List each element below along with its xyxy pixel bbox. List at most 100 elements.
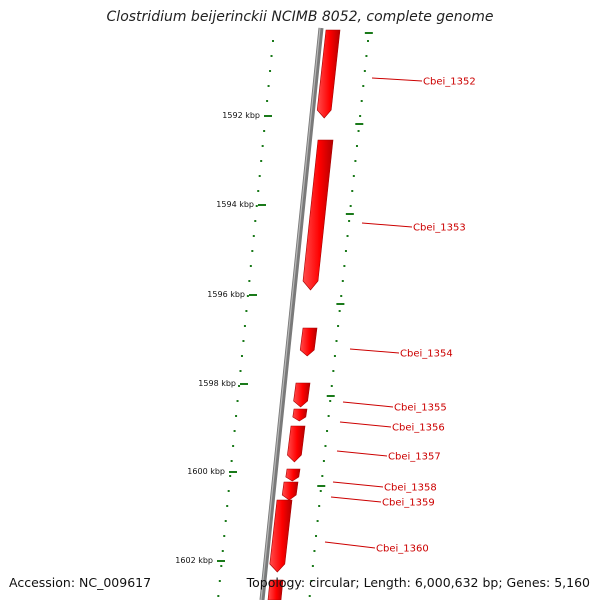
outer-dot bbox=[337, 325, 340, 327]
outer-dot bbox=[359, 115, 362, 117]
leader-line bbox=[361, 222, 413, 228]
inner-dot bbox=[232, 445, 235, 447]
outer-dot bbox=[335, 340, 338, 342]
outer-dot bbox=[340, 295, 343, 297]
gene-label[interactable]: Cbei_1359 bbox=[382, 498, 435, 509]
gene-arrow bbox=[292, 408, 308, 422]
gene-arrow bbox=[285, 468, 301, 482]
inner-dot bbox=[266, 100, 269, 102]
outer-dot bbox=[351, 190, 354, 192]
outer-dot bbox=[311, 565, 314, 567]
gene-arrow bbox=[316, 29, 341, 119]
kbp-label: 1592 kbp bbox=[222, 111, 260, 120]
inner-dot bbox=[249, 265, 252, 267]
inner-dot bbox=[220, 565, 223, 567]
outer-dot bbox=[354, 160, 357, 162]
outer-dot bbox=[326, 430, 329, 432]
inner-dot bbox=[245, 310, 248, 312]
outer-dot bbox=[360, 100, 363, 102]
gene-arrow bbox=[267, 579, 284, 600]
outer-dot bbox=[313, 550, 316, 552]
outer-dot bbox=[367, 40, 369, 42]
inner-dot bbox=[224, 520, 227, 522]
kbp-label: 1594 kbp bbox=[216, 200, 254, 209]
gene-label[interactable]: Cbei_1360 bbox=[376, 544, 429, 555]
gene-label[interactable]: Cbei_1356 bbox=[392, 423, 445, 434]
inner-dot bbox=[254, 220, 257, 222]
inner-dot bbox=[243, 325, 246, 327]
inner-dot bbox=[261, 145, 264, 147]
backbone-highlight bbox=[260, 27, 321, 600]
inner-dot bbox=[223, 535, 226, 537]
outer-dot bbox=[362, 85, 365, 87]
kbp-label: 1600 kbp bbox=[187, 467, 225, 476]
map-title: Clostridium beijerinckii NCIMB 8052, com… bbox=[106, 9, 494, 25]
outer-dot bbox=[341, 280, 344, 282]
outer-dot bbox=[319, 490, 322, 492]
leader-line bbox=[339, 421, 392, 428]
outer-dot bbox=[308, 595, 311, 597]
kbp-label: 1602 kbp bbox=[175, 556, 213, 565]
outer-major-tick bbox=[326, 395, 335, 397]
inner-dot bbox=[269, 70, 272, 72]
inner-dot bbox=[252, 235, 255, 237]
inner-dot bbox=[267, 85, 270, 87]
inner-dot bbox=[221, 550, 224, 552]
kbp-scale: 1592 kbp 1594 kbp 1596 kbp 1598 kbp 1600 kbp… bbox=[175, 111, 272, 565]
inner-dot bbox=[227, 490, 230, 492]
outer-major-tick bbox=[345, 213, 354, 215]
outer-dot bbox=[355, 145, 358, 147]
inner-dot bbox=[238, 385, 241, 387]
inner-dot bbox=[217, 595, 220, 597]
inner-dot bbox=[255, 205, 258, 207]
gene-labels: Cbei_1352 Cbei_1353 Cbei_1354 Cbei_1355 Cbei… bbox=[324, 77, 476, 555]
inner-dot bbox=[229, 475, 232, 477]
kbp-tick bbox=[217, 560, 225, 562]
leader-line bbox=[324, 541, 376, 549]
genome-backbone bbox=[259, 27, 324, 600]
outer-dot bbox=[332, 370, 335, 372]
outer-major-tick bbox=[355, 123, 364, 125]
kbp-label: 1596 kbp bbox=[207, 290, 245, 299]
outer-dot bbox=[363, 70, 366, 72]
outer-dot bbox=[316, 520, 319, 522]
kbp-tick bbox=[249, 294, 257, 296]
outer-dot bbox=[357, 130, 360, 132]
inner-dot bbox=[263, 130, 266, 132]
gene-label[interactable]: Cbei_1357 bbox=[388, 452, 441, 463]
outer-major-tick bbox=[317, 485, 326, 487]
gene-label[interactable]: Cbei_1358 bbox=[384, 483, 437, 494]
gene-label[interactable]: Cbei_1355 bbox=[394, 403, 447, 414]
outer-major-tick bbox=[336, 303, 345, 305]
gene-arrow bbox=[269, 499, 293, 573]
inner-dot bbox=[272, 40, 274, 42]
inner-dot bbox=[257, 190, 260, 192]
gene-label[interactable]: Cbei_1354 bbox=[400, 349, 453, 360]
inner-dot bbox=[235, 415, 238, 417]
outer-dot bbox=[338, 310, 341, 312]
gene-arrow bbox=[293, 382, 311, 408]
inner-dot bbox=[260, 160, 263, 162]
topology-text: Topology: circular; Length: 6,000,632 bp… bbox=[246, 575, 590, 590]
outer-dot bbox=[322, 460, 325, 462]
kbp-tick bbox=[240, 383, 248, 385]
inner-dot bbox=[246, 295, 249, 297]
inner-dot bbox=[251, 250, 254, 252]
outer-tick-dots bbox=[308, 32, 373, 597]
inner-tick-dots bbox=[217, 40, 274, 597]
outer-dot bbox=[365, 55, 368, 57]
inner-dot bbox=[248, 280, 251, 282]
inner-dot bbox=[239, 370, 242, 372]
outer-dot bbox=[333, 355, 336, 357]
inner-dot bbox=[218, 580, 221, 582]
gene-label[interactable]: Cbei_1353 bbox=[413, 223, 466, 234]
leader-line bbox=[349, 348, 400, 354]
gene-arrow bbox=[281, 481, 299, 501]
leader-line bbox=[342, 401, 394, 408]
outer-dot bbox=[321, 475, 324, 477]
outer-dot bbox=[318, 505, 321, 507]
kbp-label: 1598 kbp bbox=[198, 379, 236, 388]
gene-label[interactable]: Cbei_1352 bbox=[423, 77, 476, 88]
kbp-tick bbox=[258, 204, 266, 206]
gene-arrow bbox=[302, 139, 334, 291]
